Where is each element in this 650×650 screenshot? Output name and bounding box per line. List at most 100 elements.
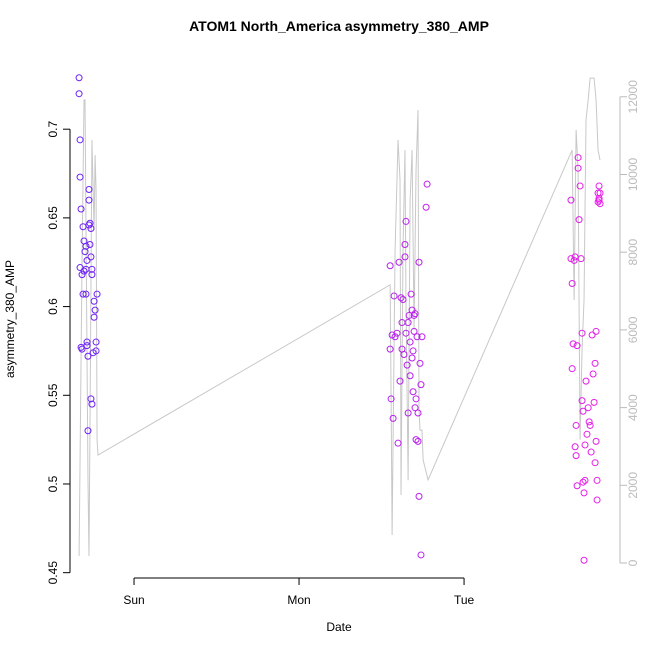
point: [583, 430, 591, 438]
point: [596, 189, 604, 197]
y2-tick-label: 2000: [626, 472, 640, 499]
point: [576, 182, 584, 190]
point: [595, 182, 603, 190]
point: [91, 306, 99, 314]
point: [88, 400, 96, 408]
point: [412, 395, 420, 403]
point: [413, 333, 421, 341]
point: [573, 482, 581, 490]
point: [80, 267, 88, 275]
point: [417, 381, 425, 389]
point: [78, 271, 86, 279]
point: [596, 200, 604, 208]
point: [570, 256, 578, 264]
point: [577, 255, 585, 263]
point: [574, 164, 582, 172]
point: [423, 180, 431, 188]
point: [586, 421, 594, 429]
point: [595, 196, 603, 204]
point: [399, 295, 407, 303]
point: [76, 136, 84, 144]
y-tick-label: 0.45: [46, 561, 60, 585]
point: [79, 223, 87, 231]
point: [90, 297, 98, 305]
point: [406, 372, 414, 380]
y-tick-label: 0.7: [46, 121, 60, 138]
point: [85, 186, 93, 193]
point: [575, 216, 583, 224]
x-tick-label: Sun: [123, 593, 144, 607]
y-tick-label: 0.5: [46, 475, 60, 492]
y2-tick-label: 4000: [626, 394, 640, 421]
y2-tick-label: 8000: [626, 239, 640, 266]
point: [580, 489, 588, 497]
point: [410, 311, 418, 319]
point: [592, 437, 600, 445]
point: [407, 290, 415, 298]
point: [571, 443, 579, 451]
point: [394, 439, 402, 447]
point: [87, 253, 95, 261]
point: [397, 294, 405, 302]
x-tick-label: Mon: [287, 593, 310, 607]
point: [391, 333, 399, 341]
point: [411, 404, 419, 412]
point: [415, 258, 423, 266]
point: [403, 361, 411, 369]
point: [77, 205, 85, 213]
point: [410, 327, 418, 335]
point: [404, 319, 412, 327]
y-tick-label: 0.65: [46, 206, 60, 230]
point: [588, 331, 596, 339]
point: [415, 492, 423, 500]
point: [81, 248, 89, 256]
point: [402, 217, 410, 225]
point: [409, 347, 417, 355]
y2-tick-label: 10000: [626, 157, 640, 191]
point: [422, 203, 430, 211]
point: [587, 448, 595, 456]
point: [584, 404, 592, 412]
point: [75, 74, 83, 82]
point: [589, 370, 597, 378]
point: [87, 225, 95, 233]
x-tick-label: Tue: [454, 593, 475, 607]
y-axis-label: asymmetry_380_AMP: [3, 260, 17, 378]
point: [401, 240, 409, 248]
point: [567, 196, 575, 204]
point: [93, 290, 101, 298]
point: [82, 290, 90, 298]
point: [75, 90, 83, 98]
point: [572, 452, 580, 460]
point: [591, 459, 599, 467]
point: [406, 338, 414, 346]
y2-tick-label: 12000: [626, 80, 640, 114]
point: [387, 395, 395, 403]
point: [414, 409, 422, 417]
point: [88, 265, 96, 273]
point: [578, 329, 586, 337]
point: [569, 340, 577, 348]
point: [414, 437, 422, 445]
point: [417, 551, 425, 559]
point: [579, 407, 587, 415]
point: [572, 421, 580, 429]
point: [86, 240, 94, 248]
point: [82, 242, 90, 250]
point: [85, 196, 93, 204]
point: [83, 342, 91, 350]
point: [568, 280, 576, 288]
point: [404, 409, 412, 417]
point: [590, 398, 598, 406]
point: [84, 427, 92, 435]
point: [78, 345, 86, 353]
point: [416, 359, 424, 367]
point: [400, 350, 408, 358]
y-tick-label: 0.6: [46, 298, 60, 315]
point: [395, 258, 403, 266]
point: [408, 354, 416, 362]
point: [591, 359, 599, 367]
point: [409, 388, 417, 396]
point: [401, 253, 409, 261]
point: [83, 256, 91, 264]
